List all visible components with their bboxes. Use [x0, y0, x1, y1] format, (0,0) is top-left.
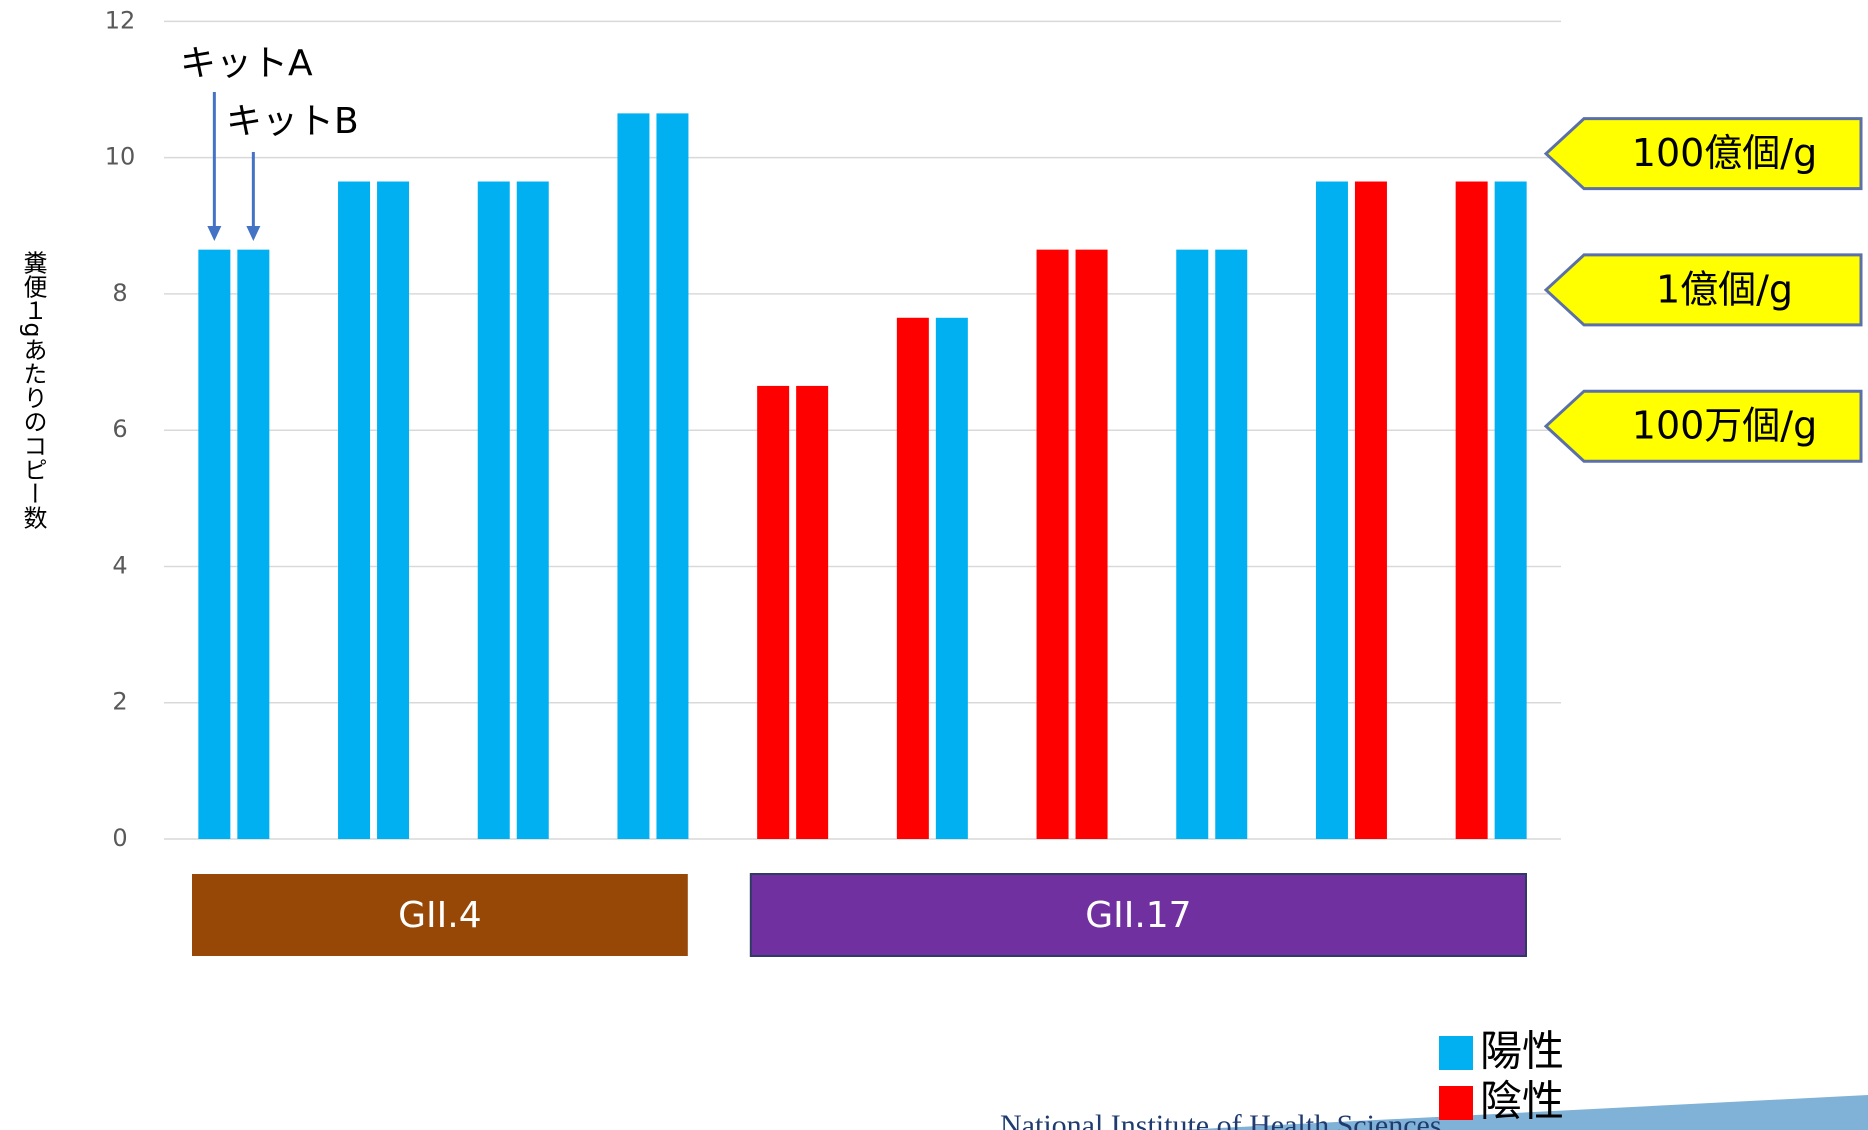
y-tick-label: 10: [105, 143, 136, 171]
y-axis-label: 糞便１gあたりのコピー数: [19, 250, 47, 529]
bar: [656, 113, 689, 839]
y-tick-label: 12: [105, 6, 136, 34]
callout-label: 1億個/g: [1656, 267, 1793, 311]
callout-label: 100億個/g: [1632, 131, 1817, 175]
bar: [1215, 249, 1248, 839]
bar: [757, 385, 790, 839]
y-tick-label: 2: [112, 688, 127, 716]
bar: [1036, 249, 1069, 839]
group-box: [192, 874, 688, 956]
bar: [1455, 181, 1488, 840]
group-label: GII.17: [1085, 895, 1191, 936]
bar: [935, 317, 968, 839]
legend-label: 陽性: [1480, 1027, 1564, 1076]
bar: [237, 249, 270, 839]
legend-swatch: [1439, 1036, 1473, 1070]
callout-box: [1543, 253, 1863, 327]
legend-swatch: [1439, 1086, 1473, 1120]
bar: [477, 181, 510, 840]
annotation: キットB: [226, 101, 359, 142]
annotation-arrowhead: [207, 226, 222, 241]
bar: [1075, 249, 1108, 839]
legend-label: 陰性: [1480, 1077, 1564, 1126]
bar: [377, 181, 410, 840]
group-box: [749, 873, 1527, 957]
bar: [516, 181, 549, 840]
bar: [796, 385, 829, 839]
y-tick-label: 8: [112, 279, 127, 307]
decor-swoosh: [1180, 1095, 1868, 1130]
y-tick-label: 6: [112, 415, 127, 443]
y-tick-label: 0: [112, 824, 127, 852]
callout-box: [1543, 389, 1863, 463]
bar: [1315, 181, 1348, 840]
annotation: キットA: [180, 43, 313, 84]
y-tick-label: 4: [112, 551, 127, 579]
footer: National Institute of Health Sciences: [1000, 1109, 1442, 1130]
callout-box: [1543, 117, 1863, 191]
bar: [1354, 181, 1387, 840]
bar: [896, 317, 929, 839]
callout-label: 100万個/g: [1632, 404, 1817, 448]
bar: [1176, 249, 1209, 839]
bar: [1494, 181, 1527, 840]
bar: [617, 113, 650, 839]
annotation-arrowhead: [246, 226, 261, 241]
group-label: GII.4: [398, 895, 481, 936]
bar: [198, 249, 231, 839]
bar: [338, 181, 371, 840]
